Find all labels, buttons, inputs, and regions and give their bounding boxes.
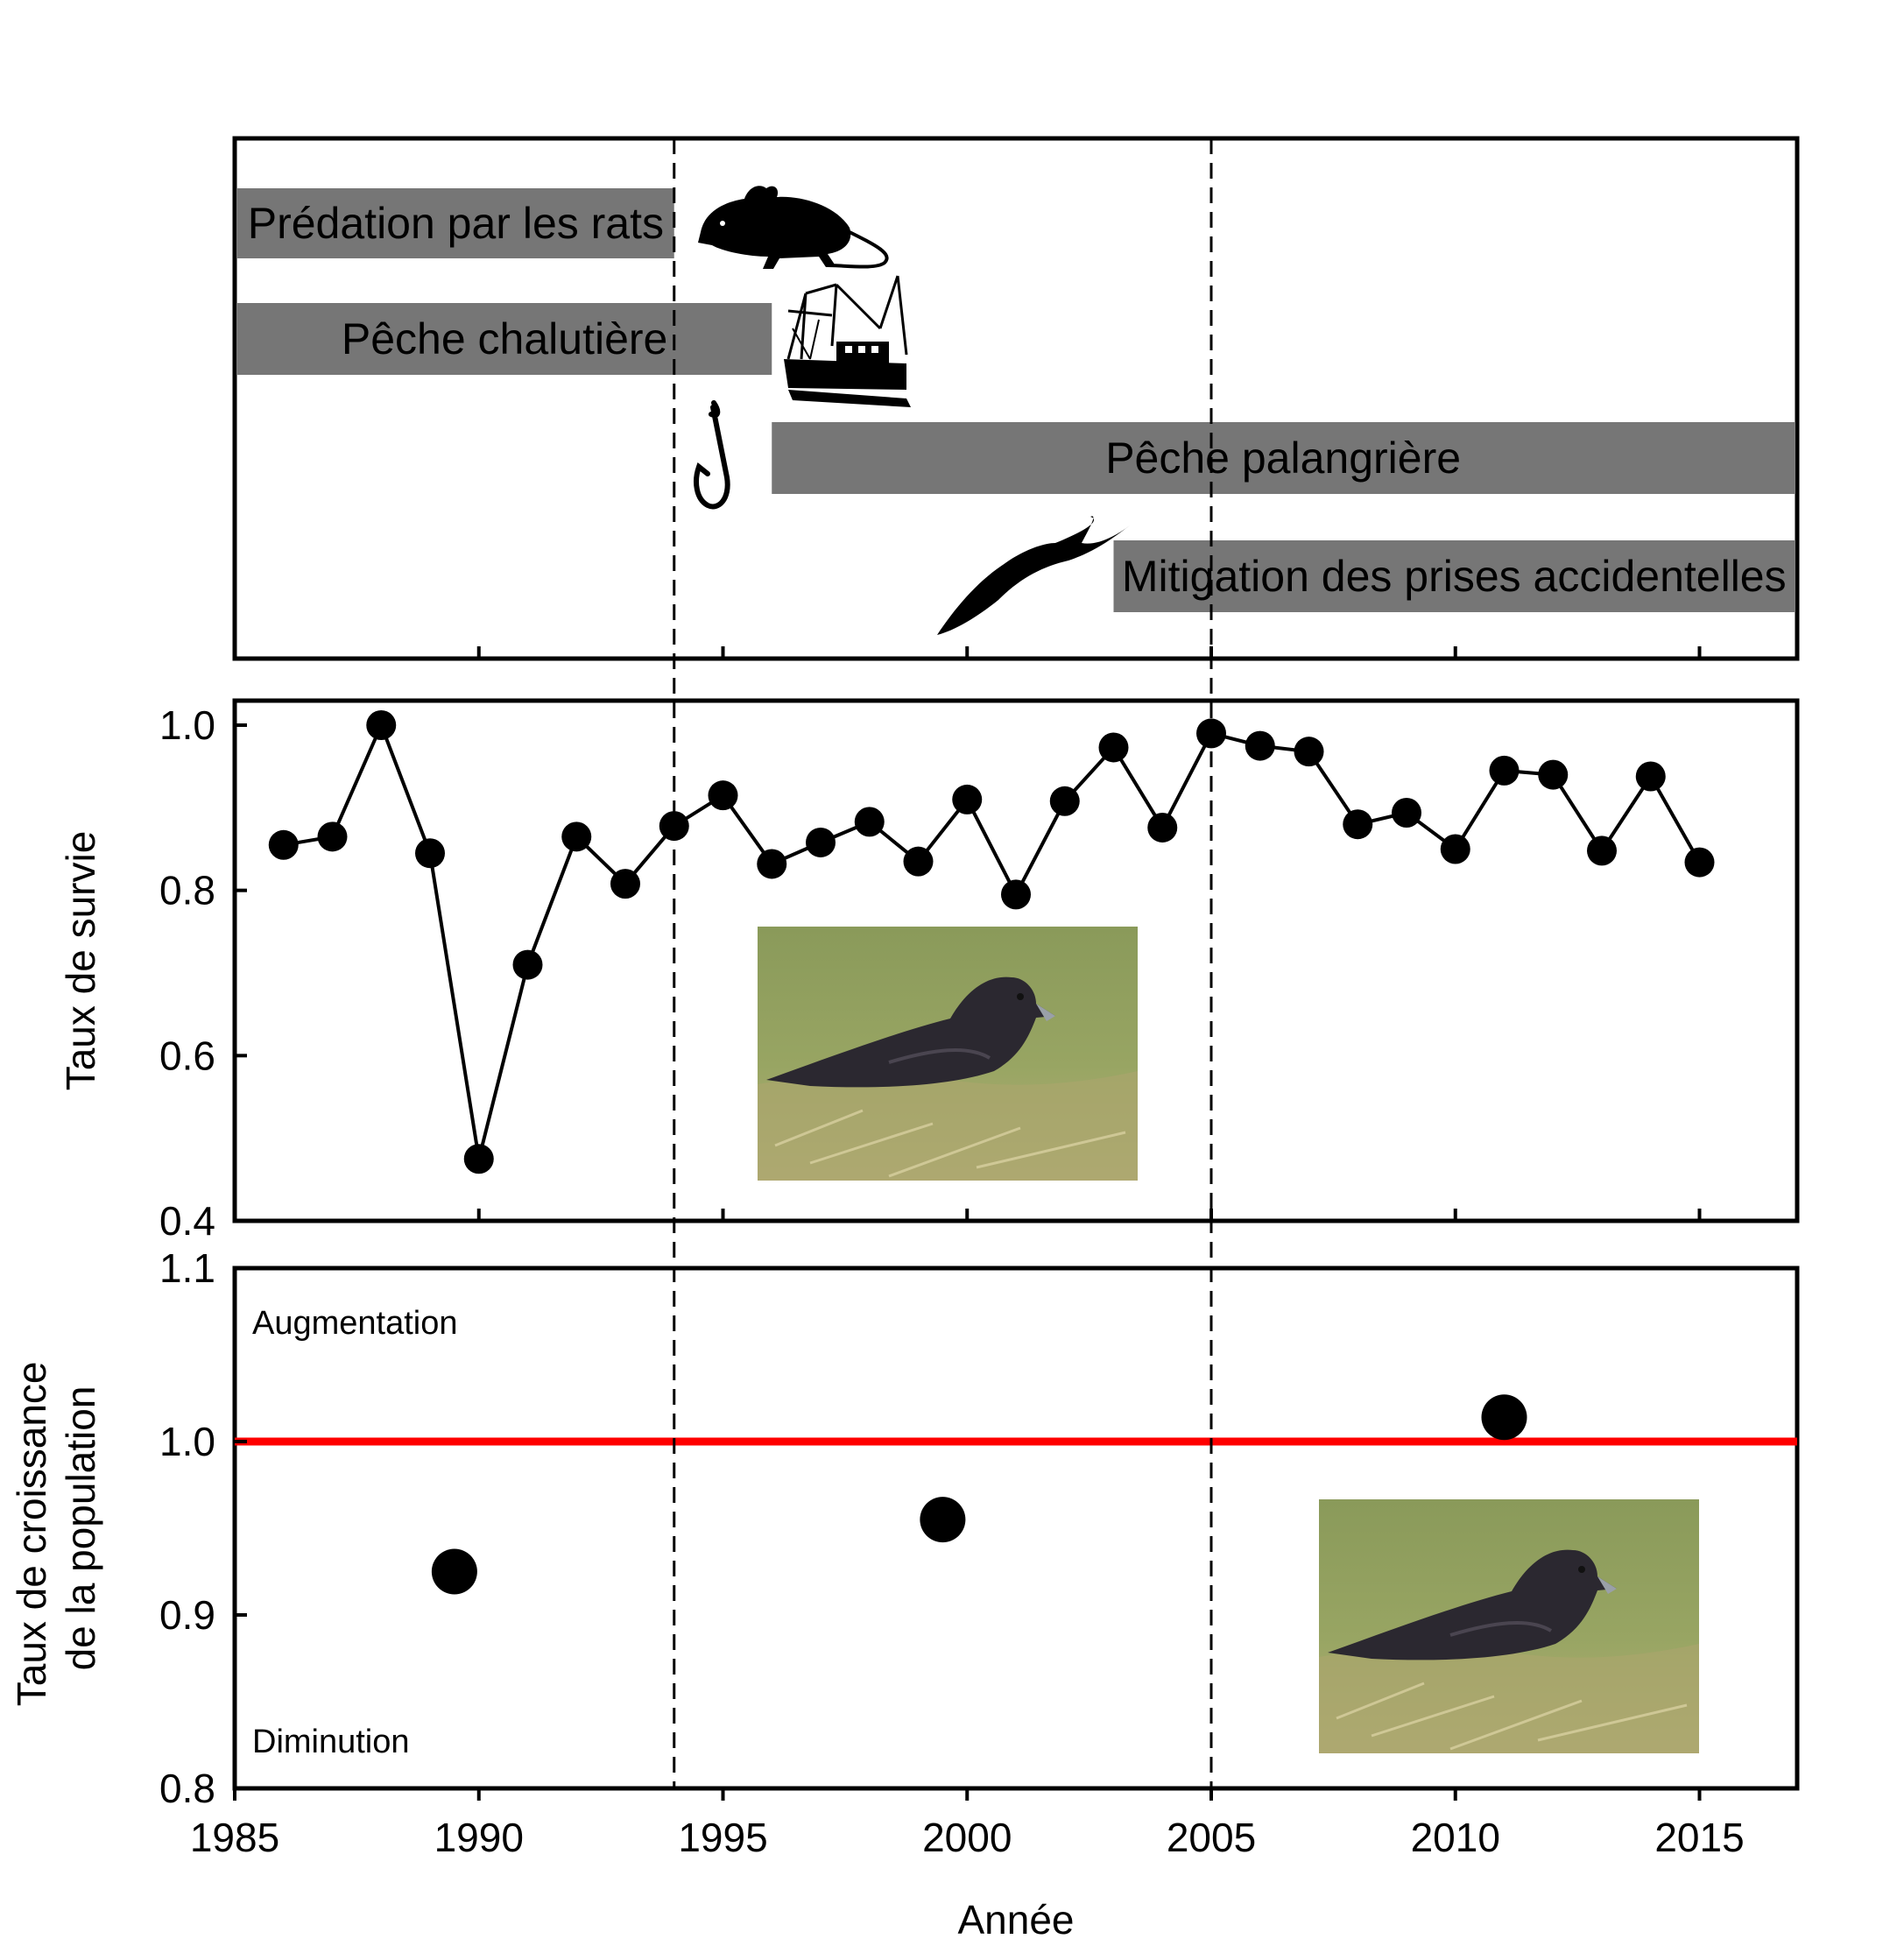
pressure-bar-label: Pêche chalutière [342, 314, 667, 363]
x-tick-label: 1990 [434, 1815, 524, 1860]
survival-point [317, 821, 348, 852]
survival-point [561, 821, 592, 852]
survival-point [1049, 786, 1080, 816]
survival-point [1001, 879, 1031, 910]
pressure-bar-label: Prédation par les rats [248, 199, 664, 248]
survival-point [1440, 834, 1470, 864]
survival-point [952, 784, 983, 814]
pressure-panel-ticks [476, 646, 1702, 659]
x-tick-label: 2000 [922, 1815, 1012, 1860]
growth-photo [1317, 1498, 1701, 1755]
survival-y-axis: 0.4 0.6 0.8 1.0 [159, 702, 247, 1244]
x-axis-title: Année [957, 1897, 1074, 1942]
survival-point [708, 780, 738, 811]
survival-point [1294, 737, 1324, 767]
x-tick-label: 1995 [678, 1815, 767, 1860]
pressure-bar-label: Mitigation des prises accidentelles [1122, 552, 1787, 601]
survival-point [854, 807, 885, 837]
survival-series [268, 710, 1715, 1174]
y-tick-label: 1.0 [159, 1419, 215, 1464]
rat-icon [698, 186, 889, 269]
increase-annotation: Augmentation [252, 1305, 458, 1342]
survival-point [903, 846, 934, 877]
y-tick-label: 1.1 [159, 1245, 215, 1291]
survival-panel-frame [232, 698, 1800, 1223]
survival-point [1489, 755, 1520, 786]
survival-point [1635, 761, 1666, 792]
survival-y-axis-title: Taux de survie [58, 831, 103, 1091]
growth-series [431, 1394, 1527, 1595]
survival-point [463, 1144, 494, 1174]
x-tick-label: 2005 [1167, 1815, 1256, 1860]
y-tick-label: 0.4 [159, 1198, 215, 1244]
trawler-icon [784, 275, 911, 407]
survival-point [415, 838, 445, 869]
pressure-panel-frame [232, 136, 1800, 661]
survival-point [757, 849, 787, 879]
reference-year-lines [673, 138, 1213, 1788]
x-tick-label: 2015 [1654, 1815, 1744, 1860]
y-tick-label: 0.9 [159, 1592, 215, 1638]
survival-point [366, 710, 397, 740]
survival-point [806, 827, 836, 857]
growth-point [431, 1548, 477, 1595]
y-tick-label: 0.8 [159, 1766, 215, 1811]
survival-point [512, 949, 543, 980]
growth-y-axis: 0.8 0.9 1.0 1.1 [159, 1245, 247, 1811]
survival-x-ticks [476, 1209, 1702, 1221]
y-tick-label: 0.6 [159, 1033, 215, 1078]
y-tick-label: 1.0 [159, 702, 215, 748]
survival-point [1684, 847, 1715, 878]
growth-panel-frame [232, 1266, 1800, 1791]
x-tick-label: 2010 [1411, 1815, 1500, 1860]
survival-point [1343, 809, 1373, 840]
growth-point [920, 1497, 966, 1543]
survival-point [268, 829, 299, 860]
survival-point [1538, 759, 1569, 790]
seabird-icon [937, 516, 1130, 635]
survival-photo [756, 925, 1139, 1182]
pressure-bars: Prédation par les rats Pêche chalutière Pê… [237, 188, 1795, 612]
growth-point [1481, 1394, 1527, 1441]
survival-point [1587, 836, 1617, 866]
growth-y-axis-title-line-1: Taux de croissance [9, 1362, 54, 1707]
x-axis: 1985 1990 1995 2000 2005 2010 2015 [190, 1788, 1745, 1860]
y-tick-label: 0.8 [159, 868, 215, 913]
pressure-bar [772, 422, 1795, 494]
fishing-hook-icon [694, 400, 730, 510]
survival-point [1245, 730, 1275, 761]
survival-point [1098, 732, 1129, 763]
survival-point [1392, 797, 1421, 828]
pressure-bar [1113, 540, 1795, 612]
growth-y-axis-title-line-2: de la population [58, 1386, 103, 1671]
x-tick-label: 1985 [190, 1815, 279, 1860]
survival-series-line [283, 720, 1702, 1160]
pressure-bar [237, 303, 772, 375]
survival-point [610, 869, 640, 899]
pressure-bar-label: Pêche palangrière [1105, 434, 1461, 483]
decrease-annotation: Diminution [252, 1724, 410, 1760]
survival-point [1147, 812, 1178, 843]
growth-y-axis-title: Taux de croissance de la population [9, 1350, 103, 1707]
pressure-bar [237, 188, 674, 258]
